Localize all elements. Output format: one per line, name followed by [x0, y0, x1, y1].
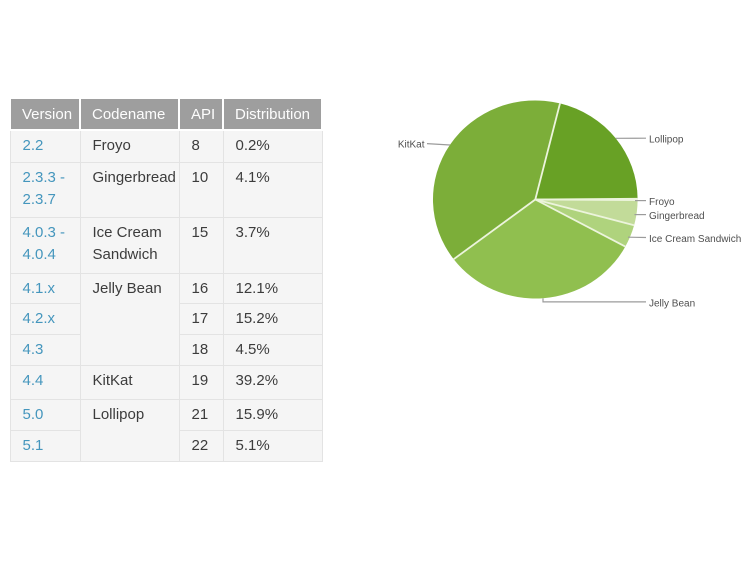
svg-text:Ice Cream Sandwich: Ice Cream Sandwich — [649, 234, 741, 245]
svg-text:Froyo: Froyo — [649, 197, 675, 208]
svg-text:Gingerbread: Gingerbread — [649, 211, 705, 222]
svg-text:Jelly Bean: Jelly Bean — [649, 298, 695, 309]
svg-text:Lollipop: Lollipop — [649, 135, 684, 146]
svg-text:KitKat: KitKat — [398, 139, 425, 150]
